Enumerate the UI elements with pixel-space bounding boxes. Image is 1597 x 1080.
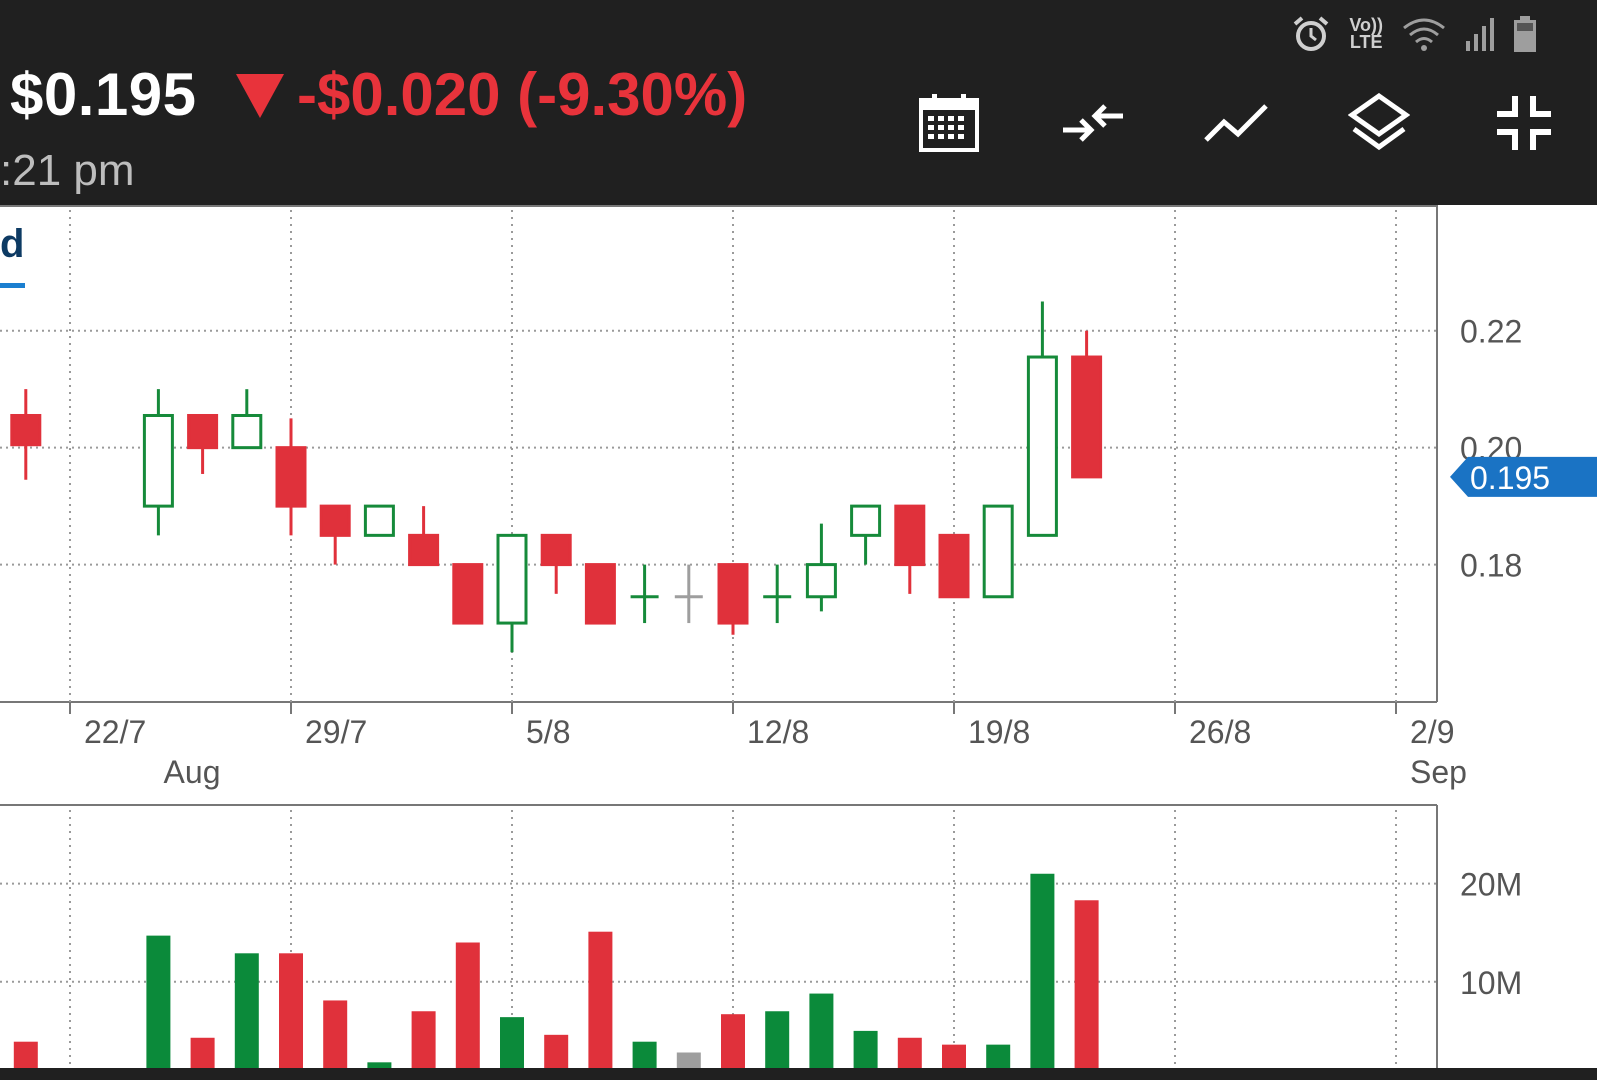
line-chart-icon[interactable] [1201,88,1271,158]
date-tick-label: 26/8 [1189,714,1251,750]
volume-bars [13,873,1099,1080]
candle-body [275,446,307,508]
down-candle [938,533,970,599]
candle-body [363,504,395,537]
date-tick-label: 29/7 [305,714,367,750]
down-candle [452,563,484,625]
down-candle [319,504,351,565]
candle-body [1071,355,1103,479]
candle-body [850,504,882,537]
chart-tab-label[interactable]: d [0,222,24,266]
candle-body [982,504,1014,599]
down-arrow-icon [236,74,284,123]
candle-body [187,413,219,450]
volume-bar [1074,900,1099,1080]
wifi-icon [1401,16,1447,52]
compare-icon[interactable] [1058,88,1128,158]
bottom-edge [0,1068,1597,1080]
battery-icon [1513,15,1537,53]
candle-body [894,504,926,567]
up-candle [231,389,263,450]
up-candle [1026,301,1058,537]
down-candle [187,413,219,474]
fullscreen-exit-icon[interactable] [1489,88,1559,158]
chart-tab-underline [0,283,25,288]
current-price: $0.195 [10,61,197,128]
up-candle [363,504,395,537]
volume-tick-label: 20M [1460,867,1522,903]
candle-body [452,563,484,625]
candle-body [231,413,263,450]
candle-body [10,413,42,447]
date-tick-label: 12/8 [747,714,809,750]
doji-candle [630,564,659,624]
candle-body [938,533,970,599]
layers-icon[interactable] [1344,88,1414,158]
price-change: -$0.020 (-9.30%) [297,61,748,128]
volume-bar [146,935,171,1080]
up-candle [142,389,174,536]
volte-icon: Vo)) LTE [1349,15,1383,52]
candle-body [319,504,351,537]
date-tick-label: 2/9 [1410,714,1454,750]
price-tick-label: 0.22 [1460,314,1522,350]
date-tick-label: 22/7 [84,714,146,750]
volume-tick-label: 10M [1460,965,1522,1001]
quote-header: Vo)) LTE $0.195 -$0.020 (-9.30%) :21 pm [0,0,1597,205]
volume-bar [234,953,259,1080]
signal-icon [1465,17,1495,51]
volume-bar [809,993,834,1080]
volume-bar [279,953,303,1080]
volume-bar [1030,873,1055,1080]
down-candle [584,563,616,625]
volume-bar [455,942,480,1080]
candle-body [584,563,616,625]
down-candle [894,504,926,594]
price-tick-label: 0.18 [1460,548,1522,584]
candle-body [142,413,174,508]
month-label: Aug [164,754,221,790]
up-candle [850,504,882,565]
status-bar: Vo)) LTE [1291,14,1537,54]
volume-bar [588,931,613,1080]
candle-body [717,563,749,625]
doji-candle [763,564,792,624]
date-tick-label: 5/8 [526,714,570,750]
candles [10,301,1103,653]
candle-body [408,533,440,567]
date-tick-label: 19/8 [968,714,1030,750]
down-candle [10,389,42,480]
candle-body [496,533,528,625]
month-label: Sep [1410,754,1467,790]
last-update-time: :21 pm [0,146,135,195]
down-candle [540,533,572,594]
volume-bar [323,1000,348,1080]
candle-body [805,563,837,599]
current-price-tag-label: 0.195 [1470,460,1550,496]
up-candle [805,523,837,612]
candle-body [1026,355,1058,537]
down-candle [717,563,749,635]
down-candle [1071,330,1103,479]
current-price-tag: 0.195 [1450,456,1597,497]
chart-grid [0,205,1438,1080]
calendar-icon[interactable] [914,88,984,158]
alarm-icon [1291,14,1331,54]
down-candle [408,506,440,567]
candle-body [540,533,572,567]
doji-candle [674,564,703,624]
down-candle [275,418,307,536]
up-candle [982,504,1014,599]
up-candle [496,533,528,653]
